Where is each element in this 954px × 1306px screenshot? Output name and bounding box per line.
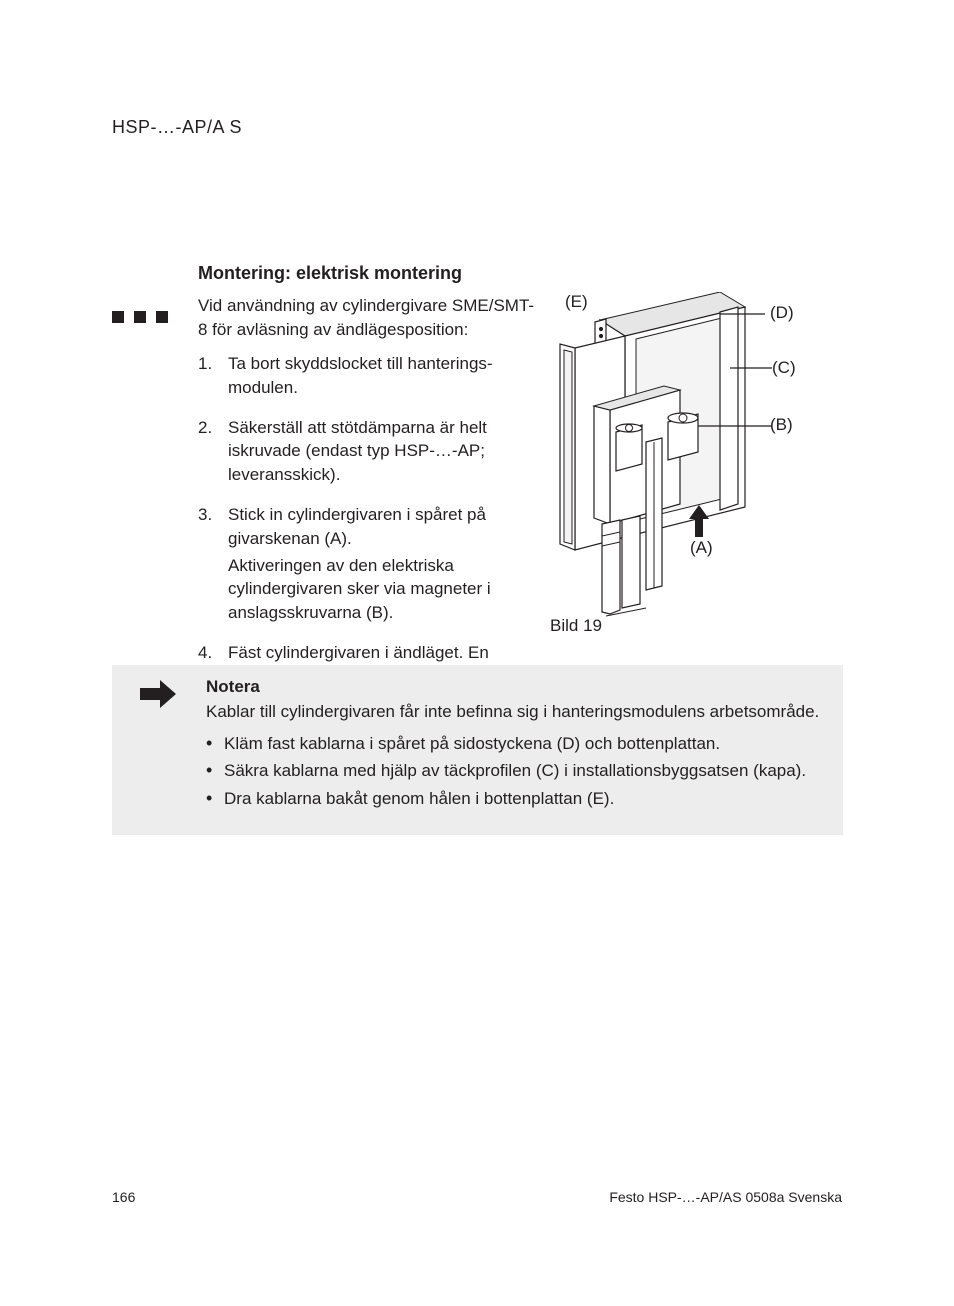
figure-caption: Bild 19 — [550, 616, 602, 636]
step-item: Ta bort skyddslocket till hanterings­mod… — [198, 352, 538, 400]
step-item: Stick in cylindergivaren i spåret på giv… — [198, 503, 538, 625]
figure-label-d: (D) — [770, 303, 794, 323]
note-paragraph: Kablar till cylindergivaren får inte bef… — [206, 700, 827, 724]
figure-label-b: (B) — [770, 415, 793, 435]
page: HSP-…-AP/A S Montering: elektrisk monter… — [0, 0, 954, 1306]
accessory-marker-icon — [112, 311, 168, 323]
note-bullet-list: Kläm fast kablarna i spåret på sidostyck… — [206, 732, 827, 811]
step-text: Säkerställ att stötdämparna är helt iskr… — [228, 418, 487, 485]
header-product: HSP-…-AP/A S — [112, 117, 242, 138]
figure-label-c: (C) — [772, 358, 796, 378]
figure-label-a: (A) — [690, 538, 713, 558]
note-bullet: Kläm fast kablarna i spåret på sidostyck… — [206, 732, 827, 756]
note-block: Notera Kablar till cylindergivaren får i… — [112, 665, 843, 835]
note-heading: Notera — [206, 675, 827, 699]
step-text: Ta bort skyddslocket till hanterings­mod… — [228, 354, 493, 397]
note-bullet: Säkra kablarna med hjälp av täckprofilen… — [206, 759, 827, 783]
section-heading: Montering: elektrisk montering — [198, 263, 462, 284]
note-bullet: Dra kablarna bakåt genom hålen i bottenp… — [206, 787, 827, 811]
step-text: Stick in cylindergivaren i spåret på giv… — [228, 505, 486, 548]
page-number: 166 — [112, 1189, 135, 1205]
footer-text: Festo HSP-…-AP/AS 0508a Svenska — [609, 1189, 842, 1205]
step-item: Säkerställ att stötdämparna är helt iskr… — [198, 416, 538, 487]
figure-diagram — [550, 292, 795, 627]
arrow-right-icon — [138, 678, 178, 710]
step-subtext: Aktiveringen av den elektriska cylinderg… — [228, 554, 538, 625]
section-intro: Vid användning av cylindergivare SME/SMT… — [198, 294, 538, 342]
figure-label-e: (E) — [565, 292, 588, 312]
